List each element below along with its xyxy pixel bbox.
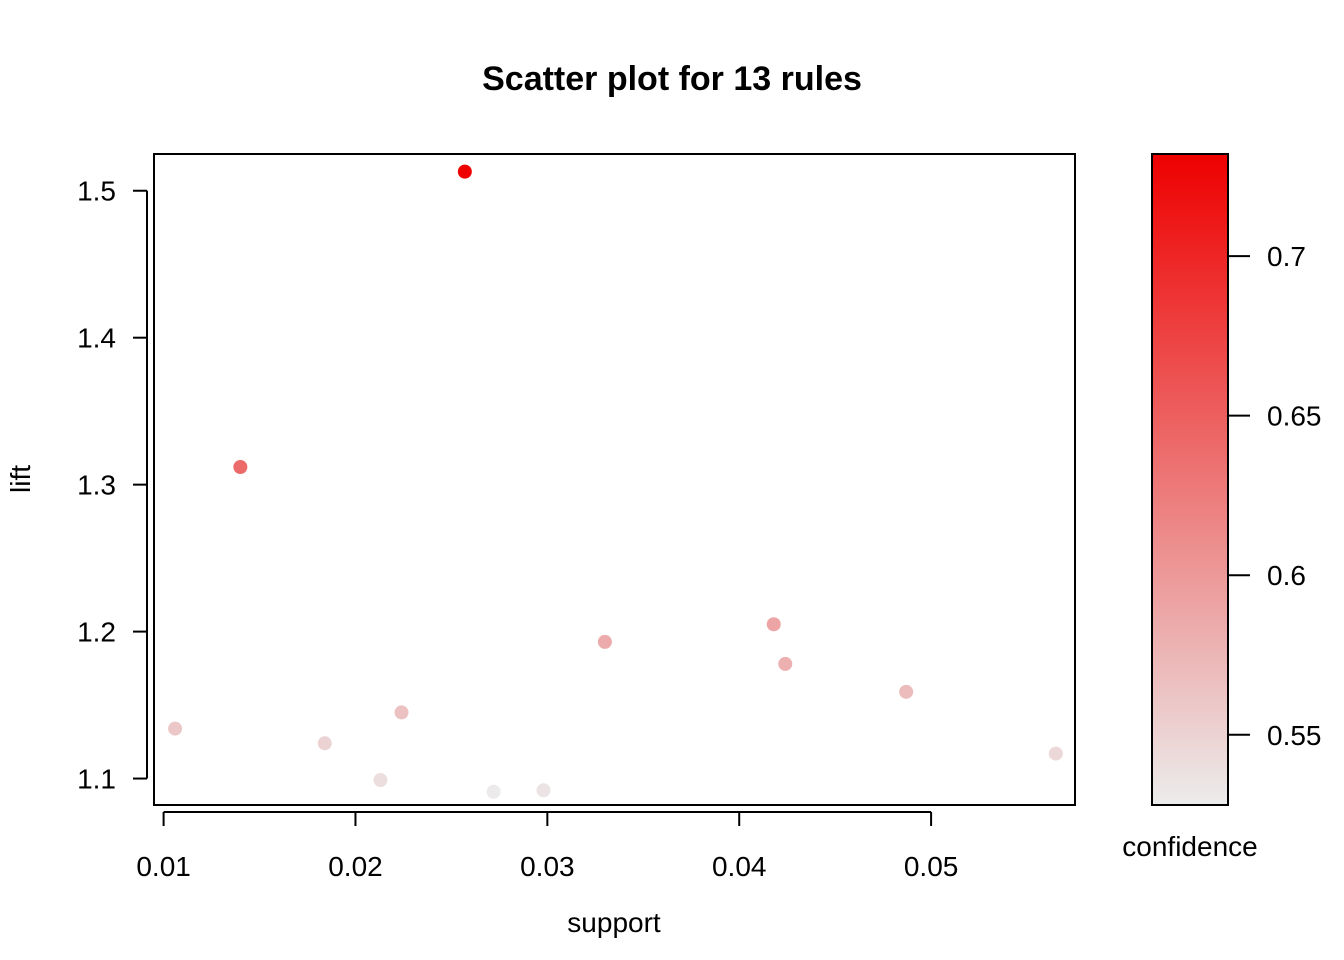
data-point <box>597 634 612 649</box>
legend-tick-label: 0.6 <box>1267 560 1306 591</box>
data-point <box>536 783 551 798</box>
chart-title: Scatter plot for 13 rules <box>482 60 862 98</box>
x-tick-label: 0.04 <box>712 851 767 882</box>
y-axis-label: lift <box>5 465 36 493</box>
data-point <box>778 656 793 671</box>
legend-tick-label: 0.65 <box>1267 401 1322 432</box>
legend-tick-label: 0.7 <box>1267 241 1306 272</box>
data-point <box>899 684 914 699</box>
x-tick-label: 0.05 <box>904 851 959 882</box>
plot-frame <box>153 153 1076 806</box>
x-tick-label: 0.03 <box>520 851 575 882</box>
y-tick-label: 1.4 <box>77 323 116 354</box>
points-layer <box>168 164 1063 799</box>
data-point <box>486 784 501 799</box>
data-point <box>317 736 332 751</box>
x-tick-label: 0.02 <box>328 851 383 882</box>
color-legend-ticks: 0.55 0.6 0.65 0.7 <box>1228 241 1322 751</box>
data-point <box>394 705 409 720</box>
y-axis: 1.1 1.2 1.3 1.4 1.5 <box>77 176 148 795</box>
y-tick-label: 1.5 <box>77 176 116 207</box>
data-point <box>457 164 472 179</box>
y-tick-label: 1.3 <box>77 470 116 501</box>
legend-tick-label: 0.55 <box>1267 720 1322 751</box>
x-axis-label: support <box>567 907 661 938</box>
data-point <box>766 617 781 632</box>
x-axis: 0.01 0.02 0.03 0.04 0.05 <box>136 811 959 882</box>
x-tick-label: 0.01 <box>136 851 191 882</box>
y-tick-label: 1.2 <box>77 617 116 648</box>
data-point <box>233 460 248 475</box>
data-point <box>1048 746 1063 761</box>
data-point <box>168 721 183 736</box>
y-tick-label: 1.1 <box>77 764 116 795</box>
data-point <box>373 773 388 788</box>
color-legend-bar <box>1151 153 1229 806</box>
color-legend-label: confidence <box>1122 831 1257 862</box>
